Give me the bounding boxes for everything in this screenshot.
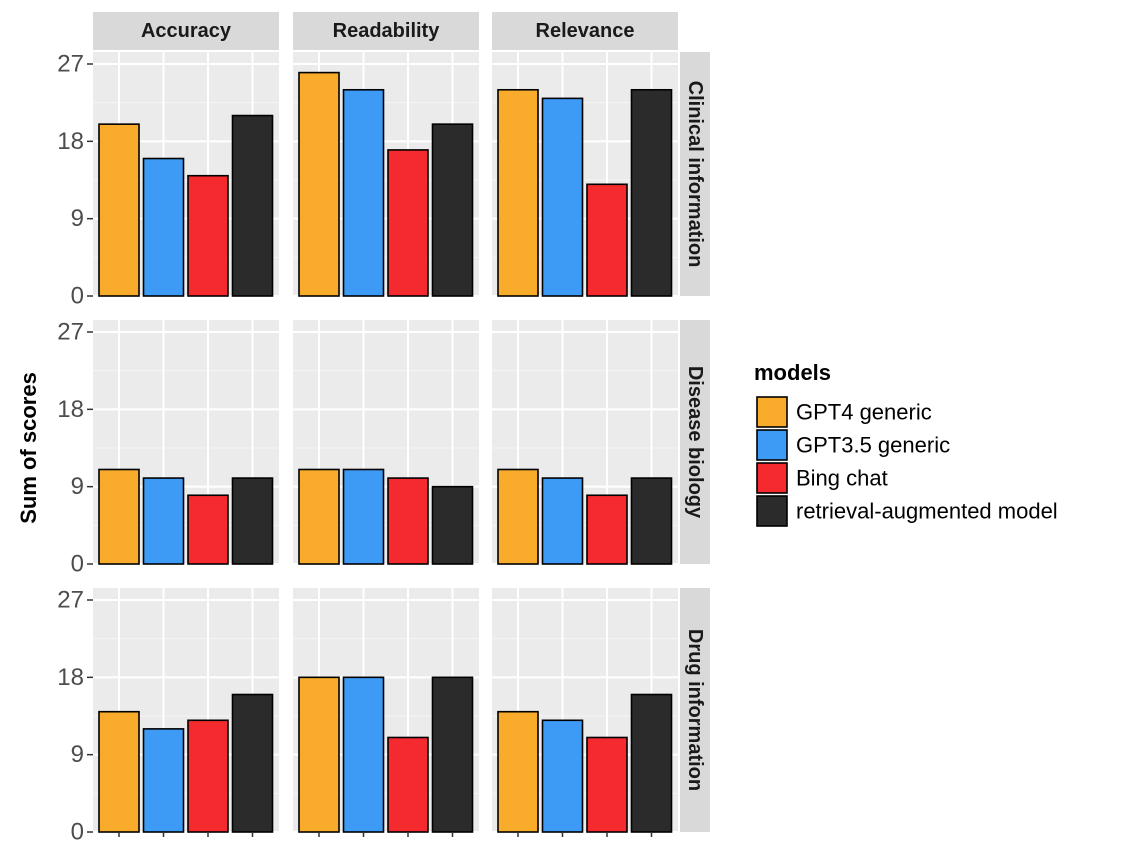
column-strip-label: Accuracy — [141, 20, 232, 42]
bar-drug-information-readability-bing-chat — [387, 736, 429, 833]
panel-drug-information-relevance — [492, 588, 678, 837]
legend-swatch — [756, 462, 788, 494]
column-strip-relevance: Relevance — [492, 12, 678, 50]
bar-disease-biology-readability-bing-chat — [387, 477, 429, 565]
y-tick-label: 27 — [57, 587, 84, 614]
panels-layer — [93, 52, 678, 837]
row-strip-background — [680, 588, 710, 832]
legend-swatch — [756, 429, 788, 461]
row-strip-label: Disease biology — [684, 366, 706, 519]
bar-disease-biology-readability-retrieval-augmented-model — [431, 485, 474, 565]
y-tick-label: 9 — [71, 741, 84, 768]
bar-disease-biology-readability-gpt4-generic — [298, 468, 340, 565]
y-tick-label: 9 — [71, 473, 84, 500]
panel-clinical-information-readability — [293, 52, 479, 297]
row-strip-label: Clinical information — [684, 81, 706, 268]
legend-item-retrieval-augmented-model: retrieval-augmented model — [756, 495, 1058, 527]
legend-swatch — [756, 396, 788, 428]
bar-drug-information-accuracy-retrieval-augmented-model — [231, 693, 274, 833]
bar-drug-information-readability-gpt4-generic — [298, 676, 340, 833]
bar-clinical-information-relevance-gpt4-generic — [497, 88, 539, 297]
column-strip-label: Readability — [333, 20, 441, 42]
bar-clinical-information-accuracy-retrieval-augmented-model — [231, 114, 274, 297]
panel-disease-biology-readability — [293, 320, 479, 565]
bar-disease-biology-relevance-gpt4-generic — [497, 468, 539, 565]
panel-drug-information-accuracy — [93, 588, 279, 837]
bar-clinical-information-readability-retrieval-augmented-model — [431, 123, 474, 297]
column-strip-background — [492, 12, 678, 50]
bar-clinical-information-relevance-gpt3-5-generic — [541, 97, 584, 297]
legend-item-gpt3-5-generic: GPT3.5 generic — [756, 429, 950, 461]
panel-disease-biology-relevance — [492, 320, 678, 565]
bar-disease-biology-accuracy-gpt4-generic — [98, 468, 140, 565]
legend: models GPT4 generic GPT3.5 generic Bing ch… — [754, 360, 1058, 527]
legend-label: retrieval-augmented model — [796, 499, 1058, 524]
bar-disease-biology-accuracy-retrieval-augmented-model — [231, 477, 274, 565]
row-strip-drug-information: Drug information — [680, 588, 710, 832]
bar-drug-information-readability-retrieval-augmented-model — [431, 676, 474, 833]
bar-disease-biology-readability-gpt3-5-generic — [342, 468, 385, 565]
bar-disease-biology-relevance-bing-chat — [586, 494, 628, 565]
y-axes: 0 9 18 27 0 9 18 27 0 9 18 27 — [57, 51, 93, 843]
bar-clinical-information-readability-bing-chat — [387, 149, 429, 297]
bar-disease-biology-accuracy-bing-chat — [187, 494, 229, 565]
bar-clinical-information-readability-gpt3-5-generic — [342, 88, 385, 297]
y-tick-label: 18 — [57, 396, 84, 423]
column-strip-background — [93, 12, 279, 50]
bar-clinical-information-readability-gpt4-generic — [298, 71, 340, 297]
bar-drug-information-relevance-retrieval-augmented-model — [630, 693, 673, 833]
row-strip-disease-biology: Disease biology — [680, 320, 710, 564]
legend-swatch — [756, 495, 788, 527]
bar-drug-information-accuracy-bing-chat — [187, 719, 229, 833]
legend-item-gpt4-generic: GPT4 generic — [756, 396, 932, 428]
panel-clinical-information-accuracy — [93, 52, 279, 297]
y-tick-label: 27 — [57, 51, 84, 78]
legend-item-bing-chat: Bing chat — [756, 462, 888, 494]
y-tick-label: 0 — [71, 819, 84, 843]
bar-clinical-information-relevance-bing-chat — [586, 183, 628, 297]
bar-drug-information-accuracy-gpt3-5-generic — [142, 728, 185, 833]
bar-drug-information-relevance-bing-chat — [586, 736, 628, 833]
row-strip-label: Drug information — [684, 629, 706, 791]
bar-disease-biology-accuracy-gpt3-5-generic — [142, 477, 185, 565]
bar-drug-information-readability-gpt3-5-generic — [342, 676, 385, 833]
column-strip-label: Relevance — [536, 20, 635, 42]
bar-clinical-information-accuracy-gpt3-5-generic — [142, 157, 185, 297]
panel-disease-biology-accuracy — [93, 320, 279, 565]
bar-disease-biology-relevance-gpt3-5-generic — [541, 477, 584, 565]
bar-drug-information-accuracy-gpt4-generic — [98, 710, 140, 833]
legend-label: Bing chat — [796, 466, 888, 491]
column-strip-background — [293, 12, 479, 50]
row-strip-clinical-information: Clinical information — [680, 52, 710, 296]
y-tick-label: 9 — [71, 205, 84, 232]
y-axis-label: Sum of scores — [16, 372, 41, 524]
y-tick-label: 18 — [57, 128, 84, 155]
bar-drug-information-relevance-gpt4-generic — [497, 710, 539, 833]
y-tick-label: 18 — [57, 664, 84, 691]
y-tick-label: 0 — [71, 551, 84, 578]
y-tick-label: 0 — [71, 283, 84, 310]
facet-strips: Clinical information Disease biology Drug … — [93, 12, 710, 832]
bar-clinical-information-accuracy-bing-chat — [187, 174, 229, 297]
row-strip-background — [680, 320, 710, 564]
panel-drug-information-readability — [293, 588, 479, 837]
bar-drug-information-relevance-gpt3-5-generic — [541, 719, 584, 833]
row-strip-background — [680, 52, 710, 296]
column-strip-accuracy: Accuracy — [93, 12, 279, 50]
y-tick-label: 27 — [57, 319, 84, 346]
panel-clinical-information-relevance — [492, 52, 678, 297]
legend-label: GPT4 generic — [796, 400, 932, 425]
bar-disease-biology-relevance-retrieval-augmented-model — [630, 477, 673, 565]
column-strip-readability: Readability — [293, 12, 479, 50]
bar-clinical-information-relevance-retrieval-augmented-model — [630, 88, 673, 297]
legend-label: GPT3.5 generic — [796, 433, 950, 458]
legend-title: models — [754, 360, 831, 385]
bar-clinical-information-accuracy-gpt4-generic — [98, 123, 140, 297]
